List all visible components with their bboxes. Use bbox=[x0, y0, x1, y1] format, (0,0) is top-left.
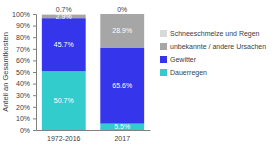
data-label: 50.7% bbox=[54, 97, 74, 104]
tick: 1972-2016 bbox=[47, 130, 81, 142]
axis-line bbox=[37, 130, 151, 131]
tick: 2017 bbox=[114, 130, 130, 142]
tick-mark bbox=[33, 26, 36, 27]
tick-mark bbox=[33, 49, 36, 50]
tick-mark bbox=[33, 130, 36, 131]
tick-mark bbox=[33, 60, 36, 61]
legend-label: unbekannte / andere Ursachen bbox=[170, 43, 266, 50]
tick-label: 10% bbox=[16, 115, 30, 122]
tick-label: 50% bbox=[16, 69, 30, 76]
tick: 60% bbox=[16, 57, 36, 64]
tick-label: 0% bbox=[20, 127, 30, 134]
tick-label: 100% bbox=[12, 11, 30, 18]
tick: 90% bbox=[16, 22, 36, 29]
legend-swatch bbox=[160, 69, 167, 76]
data-label: 45.7% bbox=[54, 41, 74, 48]
bar-segment bbox=[42, 18, 86, 71]
legend-swatch bbox=[160, 30, 167, 37]
x-axis: 1972-2016 2017 bbox=[37, 130, 151, 142]
tick-label: 40% bbox=[16, 80, 30, 87]
tick-mark bbox=[33, 14, 36, 15]
bar-segment bbox=[42, 71, 86, 130]
bars bbox=[42, 14, 144, 130]
tick-mark bbox=[33, 72, 36, 73]
tick: 10% bbox=[16, 115, 36, 122]
tick-label: 20% bbox=[16, 104, 30, 111]
y-axis: 0% 10% 20% 30% 40% 50% 60% 70% 80% 90% 100% bbox=[12, 11, 36, 134]
tick-label: 60% bbox=[16, 57, 30, 64]
tick-mark bbox=[33, 37, 36, 38]
tick: 50% bbox=[16, 69, 36, 76]
tick: 20% bbox=[16, 104, 36, 111]
bar-segment bbox=[100, 14, 144, 15]
legend-swatch bbox=[160, 43, 167, 50]
tick-label: 80% bbox=[16, 34, 30, 41]
tick-label: 70% bbox=[16, 46, 30, 53]
legend-label: Schneeschmelze und Regen bbox=[170, 30, 260, 38]
bar-segment bbox=[100, 48, 144, 124]
tick: 40% bbox=[16, 80, 36, 87]
legend-label: Dauerregen bbox=[170, 69, 207, 77]
tick: 80% bbox=[16, 34, 36, 41]
legend: Schneeschmelze und Regen unbekannte / and… bbox=[160, 30, 266, 77]
tick-label: 1972-2016 bbox=[47, 135, 81, 142]
data-label: 65.6% bbox=[112, 82, 132, 89]
tick: 100% bbox=[12, 11, 36, 18]
tick: 0% bbox=[20, 127, 36, 134]
axis-line bbox=[33, 15, 37, 131]
data-label: 0.7% bbox=[56, 6, 72, 13]
tick-mark bbox=[33, 84, 36, 85]
tick-label: 30% bbox=[16, 92, 30, 99]
data-label: 5.5% bbox=[114, 123, 130, 130]
tick-label: 2017 bbox=[114, 135, 130, 142]
bar-segment bbox=[100, 14, 144, 48]
data-label: 0% bbox=[117, 6, 127, 13]
tick-label: 90% bbox=[16, 22, 30, 29]
data-labels: 50.7% 5.5% 45.7% 65.6% 2.9% 28.9% 0.7% 0% bbox=[54, 6, 132, 130]
legend-swatch bbox=[160, 56, 167, 63]
y-axis-title: Anteil an Gesamtkosten bbox=[1, 32, 10, 112]
data-label: 28.9% bbox=[112, 27, 132, 34]
tick-mark bbox=[33, 107, 36, 108]
data-label: 2.9% bbox=[56, 13, 72, 20]
tick: 70% bbox=[16, 46, 36, 53]
tick-mark bbox=[33, 95, 36, 96]
tick-mark bbox=[33, 118, 36, 119]
legend-label: Gewitter bbox=[170, 56, 197, 63]
chart: 50.7% 5.5% 45.7% 65.6% 2.9% 28.9% 0.7% 0% 0% 10% 2… bbox=[0, 0, 275, 153]
bar-segment bbox=[100, 124, 144, 130]
tick: 30% bbox=[16, 92, 36, 99]
